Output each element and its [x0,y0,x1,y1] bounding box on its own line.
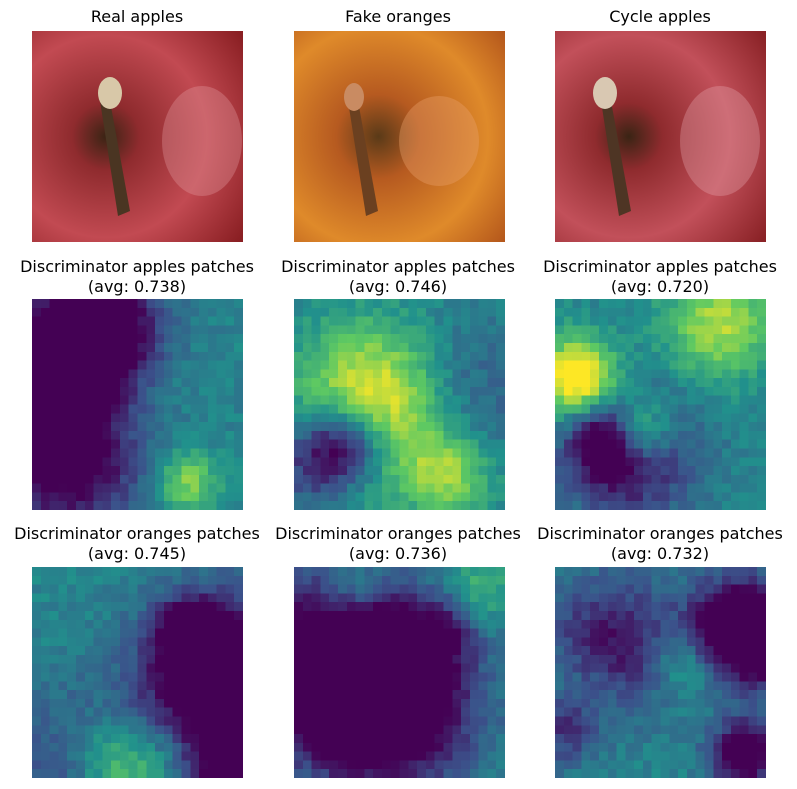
heatmap [555,299,766,510]
panel-subtitle: (avg: 0.736) [348,544,448,563]
panel-title: Discriminator oranges patches [537,524,783,543]
apple-photo [555,31,766,242]
panel-title: Discriminator oranges patches [14,524,260,543]
heatmap [294,567,505,778]
panel-title: Cycle apples [609,7,711,26]
panel-title: Discriminator apples patches [543,257,777,276]
panel-subtitle: (avg: 0.745) [87,544,187,563]
heatmap [294,299,505,510]
apple-photo [32,31,243,242]
panel-title: Discriminator oranges patches [275,524,521,543]
heatmap-canvas [555,567,766,778]
orange-photo [294,31,505,242]
heatmap-canvas [555,299,766,510]
heatmap-canvas [294,567,505,778]
panel-title: Discriminator apples patches [20,257,254,276]
panel-title: Fake oranges [345,7,451,26]
heatmap-canvas [32,567,243,778]
heatmap-canvas [294,299,505,510]
heatmap [555,567,766,778]
panel-subtitle: (avg: 0.738) [87,277,187,296]
panel-title: Discriminator apples patches [281,257,515,276]
heatmap-canvas [32,299,243,510]
heatmap [32,299,243,510]
panel-subtitle: (avg: 0.720) [610,277,710,296]
panel-subtitle: (avg: 0.746) [348,277,448,296]
panel-title: Real apples [90,7,184,26]
panel-subtitle: (avg: 0.732) [610,544,710,563]
heatmap [32,567,243,778]
